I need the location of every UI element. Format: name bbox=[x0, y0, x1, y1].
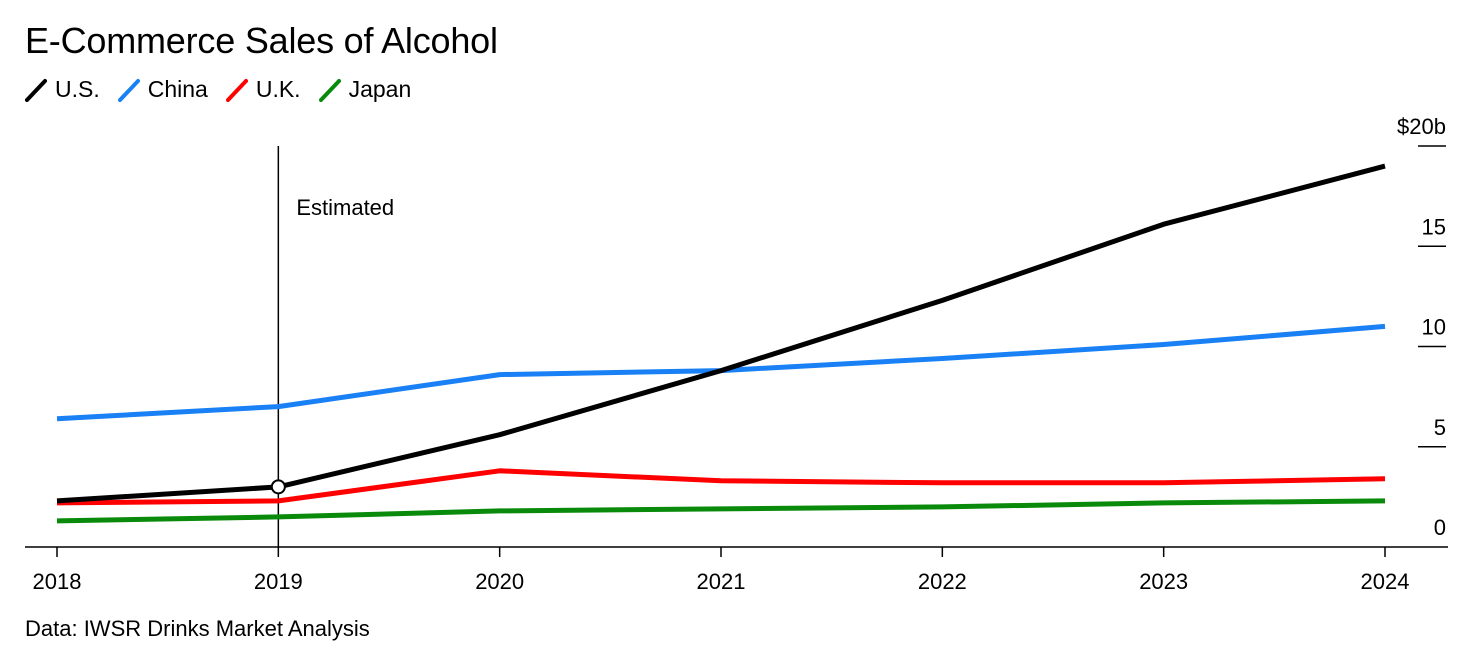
legend-label: Japan bbox=[348, 76, 412, 102]
legend-item: Japan bbox=[318, 76, 412, 103]
x-tick-label: 2024 bbox=[1361, 569, 1410, 594]
legend-label: U.K. bbox=[255, 76, 301, 102]
estimate-marker bbox=[270, 479, 286, 495]
series-line-us bbox=[56, 163, 1386, 504]
legend-item: U.K. bbox=[225, 76, 301, 103]
x-tick-label: 2022 bbox=[918, 569, 967, 594]
legend-swatch bbox=[117, 78, 140, 102]
legend-swatch bbox=[25, 78, 47, 102]
source-note: Data: IWSR Drinks Market Analysis bbox=[25, 616, 370, 641]
x-tick-label: 2021 bbox=[697, 569, 746, 594]
legend: U.S. China U.K. Japan bbox=[25, 76, 429, 103]
estimated-annotation: Estimated bbox=[296, 195, 394, 220]
x-tick-label: 2019 bbox=[254, 569, 303, 594]
legend-item: China bbox=[117, 76, 208, 103]
chart-title: E-Commerce Sales of Alcohol bbox=[25, 20, 498, 61]
x-tick-label: 2018 bbox=[33, 569, 82, 594]
legend-swatch bbox=[318, 78, 341, 102]
legend-label: China bbox=[147, 76, 208, 102]
y-tick-label: 15 bbox=[1422, 214, 1446, 239]
legend-label: U.S. bbox=[55, 76, 100, 102]
y-tick-label: 10 bbox=[1422, 315, 1446, 340]
series-line-uk bbox=[56, 468, 1386, 506]
legend-swatch bbox=[225, 78, 248, 102]
y-tick-label: $20b bbox=[1397, 114, 1446, 139]
legend-item: U.S. bbox=[25, 76, 100, 103]
y-tick-label: 5 bbox=[1434, 415, 1446, 440]
series-line-japan bbox=[56, 498, 1386, 524]
y-tick-label: 0 bbox=[1434, 515, 1446, 540]
x-tick-label: 2020 bbox=[475, 569, 524, 594]
x-tick-label: 2023 bbox=[1139, 569, 1188, 594]
